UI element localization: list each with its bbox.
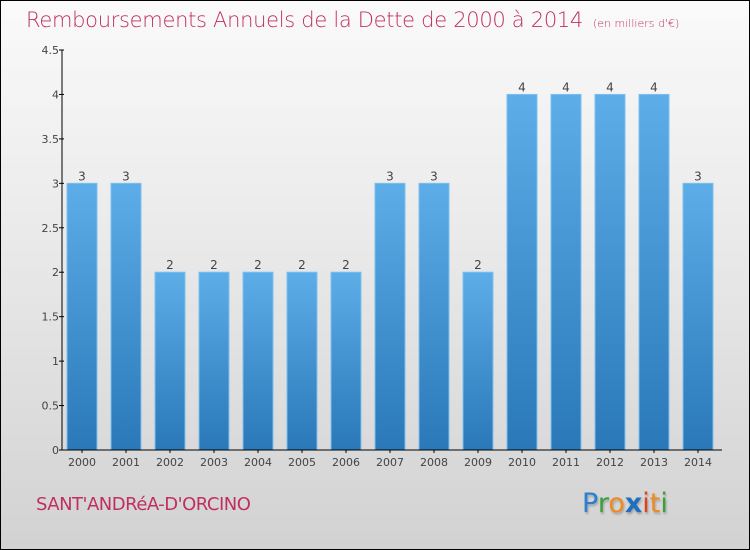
bar-2002 (154, 271, 186, 451)
chart-unit: (en milliers d'€) (593, 17, 680, 30)
data-label-2002: 2 (166, 258, 174, 272)
chart-title-text: Remboursements Annuels de la Dette de 20… (26, 8, 583, 32)
y-tick-label-2: 2 (52, 266, 59, 279)
x-tick-label-2000: 2000 (68, 456, 96, 469)
data-label-2003: 2 (210, 258, 218, 272)
x-tick-label-2005: 2005 (288, 456, 316, 469)
data-label-2000: 3 (78, 169, 86, 183)
x-tick-label-2010: 2010 (508, 456, 536, 469)
y-tick-label-3: 3 (52, 177, 59, 190)
bars-group: 3 3 2 2 2 2 2 3 3 2 4 4 4 4 3 (66, 80, 714, 451)
data-label-2006: 2 (342, 258, 350, 272)
x-tick-label-2001: 2001 (112, 456, 140, 469)
x-tick-label-2011: 2011 (552, 456, 580, 469)
data-label-2012: 4 (606, 80, 614, 94)
data-label-2008: 3 (430, 169, 438, 183)
y-tick-label-0.5: 0.5 (42, 400, 60, 413)
data-label-2011: 4 (562, 80, 570, 94)
data-label-2010: 4 (518, 80, 526, 94)
bar-2001 (110, 182, 142, 451)
y-tick-label-1: 1 (52, 355, 59, 368)
data-label-2007: 3 (386, 169, 394, 183)
bar-2006 (330, 271, 362, 451)
logo-letter: x (624, 488, 643, 519)
y-tick-label-4.5: 4.5 (42, 44, 60, 57)
data-label-2005: 2 (298, 258, 306, 272)
y-tick-label-2.5: 2.5 (42, 222, 60, 235)
axes-group: 2000 2001 2002 2003 2004 2005 2006 2007 2008 2009… (42, 44, 722, 469)
chart-title: Remboursements Annuels de la Dette de 20… (26, 8, 679, 32)
bar-2005 (286, 271, 318, 451)
bar-2010 (506, 93, 538, 451)
data-label-2004: 2 (254, 258, 262, 272)
x-tick-label-2006: 2006 (332, 456, 360, 469)
x-tick-label-2004: 2004 (244, 456, 272, 469)
bar-2011 (550, 93, 582, 451)
bar-2008 (418, 182, 450, 451)
y-tick-label-3.5: 3.5 (42, 133, 60, 146)
x-tick-label-2008: 2008 (420, 456, 448, 469)
logo-letter: r (597, 488, 609, 519)
data-label-2013: 4 (650, 80, 658, 94)
x-tick-label-2012: 2012 (596, 456, 624, 469)
bar-2013 (638, 93, 670, 451)
bar-2000 (66, 182, 98, 451)
x-tick-label-2003: 2003 (200, 456, 228, 469)
logo-letter: t (649, 488, 661, 519)
logo-letter: i (642, 488, 650, 519)
bar-2003 (198, 271, 230, 451)
proxiti-logo[interactable]: Proxiti (582, 488, 668, 519)
y-tick-label-0: 0 (52, 444, 59, 457)
bar-2004 (242, 271, 274, 451)
x-tick-label-2009: 2009 (464, 456, 492, 469)
data-label-2014: 3 (694, 169, 702, 183)
bar-2007 (374, 182, 406, 451)
y-tick-label-4: 4 (52, 88, 59, 101)
bar-2012 (594, 93, 626, 451)
x-tick-label-2014: 2014 (684, 456, 712, 469)
logo-letter: o (608, 488, 625, 519)
x-tick-label-2002: 2002 (156, 456, 184, 469)
data-label-2001: 3 (122, 169, 130, 183)
y-tick-label-1.5: 1.5 (42, 311, 60, 324)
bar-2009 (462, 271, 494, 451)
logo-letter: P (582, 488, 598, 519)
city-name: SANT'ANDRéA-D'ORCINO (36, 494, 251, 515)
logo-letter: i (660, 488, 668, 519)
data-label-2009: 2 (474, 258, 482, 272)
x-tick-label-2013: 2013 (640, 456, 668, 469)
x-tick-label-2007: 2007 (376, 456, 404, 469)
bar-2014 (682, 182, 714, 451)
